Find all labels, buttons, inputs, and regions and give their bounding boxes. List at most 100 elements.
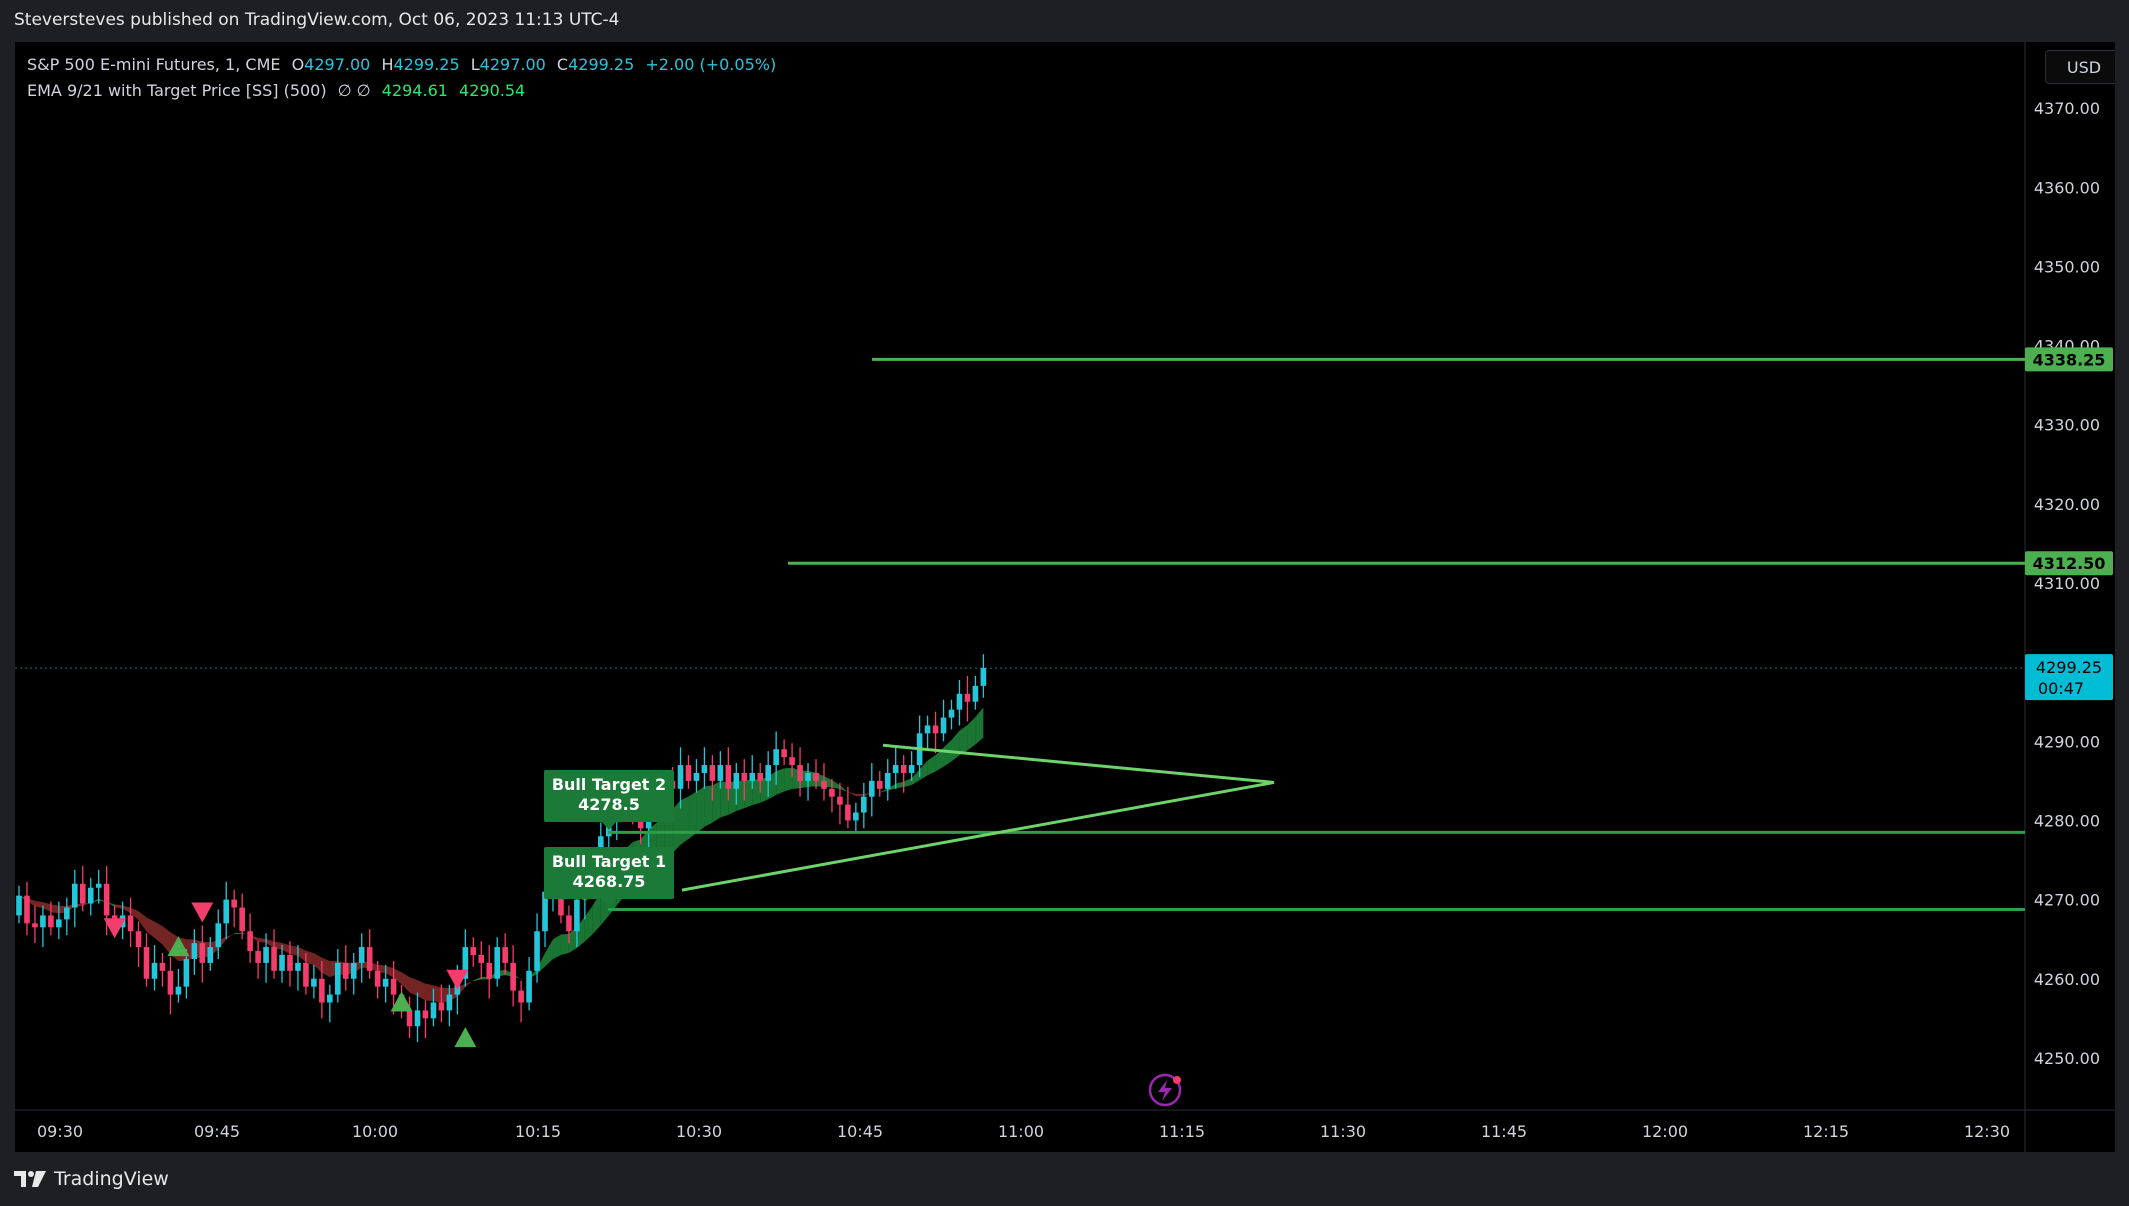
candle-body[interactable] — [709, 765, 716, 781]
candle-body[interactable] — [542, 891, 548, 932]
bull-target-1-label-box[interactable] — [544, 847, 674, 899]
candle-body[interactable] — [470, 947, 477, 956]
candle-body[interactable] — [382, 978, 389, 987]
candle-body[interactable] — [980, 668, 987, 686]
candle-body[interactable] — [510, 962, 516, 991]
candle-body[interactable] — [327, 994, 333, 1003]
candle-body[interactable] — [319, 978, 325, 1003]
candle-body[interactable] — [32, 923, 38, 928]
candle-body[interactable] — [797, 765, 803, 781]
candle-body[interactable] — [263, 947, 269, 963]
candle-body[interactable] — [48, 915, 54, 928]
candle-body[interactable] — [438, 1002, 445, 1011]
candle-body[interactable] — [271, 947, 277, 971]
candle-body[interactable] — [805, 772, 811, 781]
candle-body[interactable] — [845, 804, 851, 821]
candle-body[interactable] — [143, 947, 150, 979]
candle-body[interactable] — [24, 895, 30, 924]
candle-body[interactable] — [151, 962, 158, 979]
candle-body[interactable] — [829, 788, 835, 797]
candle-body[interactable] — [406, 1010, 413, 1027]
candle-body[interactable] — [972, 685, 979, 702]
candle-body[interactable] — [422, 1010, 429, 1019]
candle-body[interactable] — [701, 765, 708, 773]
candle-body[interactable] — [837, 796, 843, 805]
bull-target-2-label-box[interactable] — [544, 770, 674, 822]
candle-body[interactable] — [255, 951, 261, 963]
candle-body[interactable] — [813, 772, 819, 781]
candle-body[interactable] — [358, 947, 365, 963]
candle-body[interactable] — [733, 772, 740, 789]
candle-body[interactable] — [79, 883, 86, 904]
candle-body[interactable] — [574, 899, 580, 932]
candle-body[interactable] — [884, 772, 891, 789]
candle-body[interactable] — [287, 955, 293, 971]
indicator-name[interactable]: EMA 9/21 with Target Price [SS] (500) — [27, 81, 327, 100]
candle-body[interactable] — [207, 947, 214, 963]
candle-body[interactable] — [342, 962, 349, 979]
candle-body[interactable] — [231, 899, 237, 908]
candle-body[interactable] — [279, 955, 285, 971]
candle-body[interactable] — [478, 955, 485, 963]
candle-body[interactable] — [693, 772, 700, 781]
candle-body[interactable] — [127, 915, 134, 932]
candle-body[interactable] — [765, 765, 771, 781]
candle-body[interactable] — [295, 962, 301, 971]
candle-body[interactable] — [135, 931, 142, 948]
candle-body[interactable] — [223, 899, 230, 924]
candle-body[interactable] — [303, 962, 309, 987]
candle-body[interactable] — [948, 709, 955, 718]
candle-body[interactable] — [462, 947, 469, 979]
candle-body[interactable] — [789, 757, 795, 766]
candle-body[interactable] — [103, 883, 110, 916]
candle-body[interactable] — [366, 947, 373, 971]
candle-body[interactable] — [876, 780, 883, 789]
candle-body[interactable] — [374, 970, 381, 987]
candle-body[interactable] — [534, 931, 540, 971]
candle-body[interactable] — [781, 749, 787, 758]
candle-body[interactable] — [757, 772, 764, 781]
candle-body[interactable] — [725, 765, 732, 789]
candle-body[interactable] — [311, 978, 317, 987]
candle-body[interactable] — [677, 765, 684, 789]
candle-body[interactable] — [390, 978, 397, 995]
candle-body[interactable] — [526, 970, 532, 1003]
candle-body[interactable] — [16, 895, 22, 916]
candle-body[interactable] — [414, 1010, 421, 1027]
currency-button[interactable]: USD — [2045, 50, 2115, 84]
candle-body[interactable] — [853, 812, 859, 821]
candle-body[interactable] — [167, 970, 174, 995]
candle-body[interactable] — [64, 907, 70, 920]
candle-body[interactable] — [892, 765, 899, 773]
candle-body[interactable] — [868, 780, 875, 797]
candle-body[interactable] — [199, 943, 206, 963]
candle-body[interactable] — [956, 693, 963, 710]
candle-body[interactable] — [183, 958, 190, 987]
candle-body[interactable] — [685, 765, 692, 781]
candle-body[interactable] — [566, 915, 572, 932]
candle-body[interactable] — [924, 725, 931, 734]
candle-body[interactable] — [717, 765, 724, 781]
candle-body[interactable] — [900, 765, 907, 773]
candle-body[interactable] — [494, 947, 500, 979]
candle-body[interactable] — [335, 962, 341, 995]
candle-body[interactable] — [95, 883, 102, 888]
candle-body[interactable] — [87, 887, 94, 904]
candle-body[interactable] — [773, 749, 779, 766]
candle-body[interactable] — [741, 772, 748, 781]
chart-area[interactable]: Bull Target 2 4278.5 Bull Target 1 4268.75 4… — [15, 42, 2115, 1152]
candle-body[interactable] — [502, 947, 508, 963]
candle-body[interactable] — [446, 994, 453, 1011]
candle-body[interactable] — [932, 725, 939, 734]
candle-body[interactable] — [239, 907, 245, 932]
candle-body[interactable] — [940, 717, 947, 734]
candle-body[interactable] — [964, 693, 971, 702]
candle-body[interactable] — [821, 780, 827, 789]
candle-body[interactable] — [40, 915, 46, 928]
candle-body[interactable] — [350, 962, 357, 979]
candle-body[interactable] — [430, 1002, 437, 1019]
candle-body[interactable] — [518, 990, 524, 1003]
candle-body[interactable] — [861, 796, 867, 813]
candle-body[interactable] — [56, 919, 62, 928]
